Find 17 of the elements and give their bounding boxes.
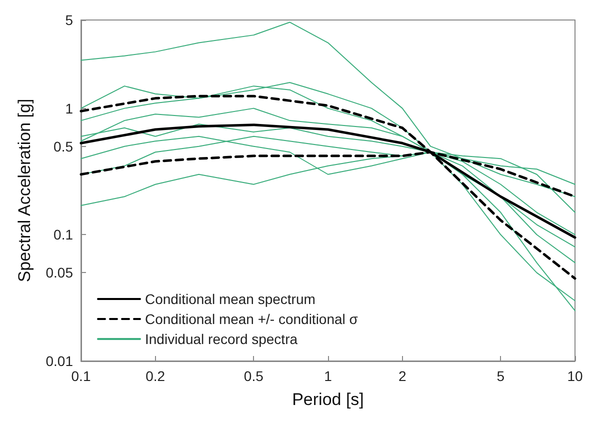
x-tick-label: 0.2 bbox=[146, 368, 166, 384]
x-tick-label: 0.5 bbox=[244, 368, 264, 384]
y-tick-label: 1 bbox=[65, 100, 74, 116]
y-tick-label: 5 bbox=[65, 12, 74, 28]
y-tick-label: 0.05 bbox=[46, 264, 74, 281]
y-tick-label: 0.01 bbox=[46, 353, 74, 369]
legend-label: Individual record spectra bbox=[145, 331, 298, 347]
y-tick-label: 0.5 bbox=[54, 138, 74, 154]
y-tick-label: 0.1 bbox=[54, 226, 74, 243]
x-axis-title: Period [s] bbox=[292, 390, 364, 409]
x-tick-label: 1 bbox=[324, 368, 332, 384]
x-tick-label: 2 bbox=[398, 368, 406, 384]
legend-label: Conditional mean +/- conditional σ bbox=[145, 311, 358, 327]
x-tick-label: 5 bbox=[496, 368, 505, 384]
y-axis-title: Spectral Acceleration [g] bbox=[15, 98, 34, 282]
legend-label: Conditional mean spectrum bbox=[145, 291, 316, 307]
x-tick-label: 10 bbox=[567, 368, 583, 384]
